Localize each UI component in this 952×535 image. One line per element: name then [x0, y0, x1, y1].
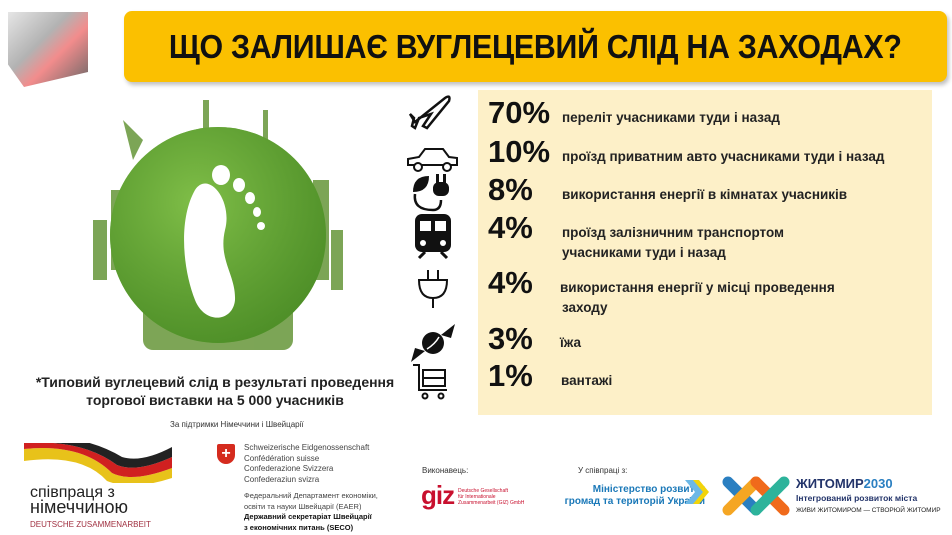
leaf-plug-icon: [413, 174, 449, 212]
swiss-line: Confédération suisse: [244, 453, 320, 463]
swiss-line: Confederaziun svizra: [244, 474, 320, 484]
chevron-logo-icon: [685, 480, 709, 504]
car-icon: [407, 148, 458, 172]
label-room-energy: використання енергії в кімнатах учасникі…: [562, 187, 848, 202]
page-title: ЩО ЗАЛИШАЄ ВУГЛЕЦЕВИЙ СЛІД НА ЗАХОДАХ?: [169, 27, 902, 65]
germany-line1: співпраця з: [30, 484, 115, 501]
swiss-seco: Державний секретаріат Швейцарії: [244, 512, 372, 521]
swiss-line: Schweizerische Eidgenossenschaft: [244, 443, 370, 452]
percent-venue-energy: 4%: [488, 265, 533, 300]
label-venue-energy: використання енергії у місці проведення з…: [560, 278, 835, 318]
title-banner: ЩО ЗАЛИШАЄ ВУГЛЕЦЕВИЙ СЛІД НА ЗАХОДАХ?: [124, 11, 947, 82]
giz-line: für Internationale: [458, 494, 496, 500]
label-venue-energy-line1: використання енергії у місці проведення: [560, 280, 835, 295]
germany-ukraine-ribbon-logo: [24, 443, 172, 483]
caption: *Типовий вуглецевий слід в результаті пр…: [20, 373, 410, 409]
ministry-logo: Міністерство розвитку громад та територій…: [555, 484, 705, 508]
germany-cooperation-logo: співпраця з німеччиною DEUTSCHE ZUSAMMEN…: [30, 485, 151, 532]
zhytomyr-subtitle: Інтегрований розвиток міста: [796, 493, 918, 503]
label-food: їжа: [560, 335, 582, 350]
label-train: проїзд залізничним транспортом учасниками…: [562, 223, 784, 263]
zhytomyr-slogan: ЖИВИ ЖИТОМИРОМ — СТВОРЮЙ ЖИТОМИР: [796, 507, 941, 514]
swiss-dept: освіти та науки Швейцарії (EAER): [244, 501, 362, 511]
zhytomyr-year: 2030: [863, 476, 893, 491]
ministry-line1: Міністерство розвитку: [592, 484, 705, 495]
footprint-globe-illustration: [93, 100, 343, 350]
cooperation-label: У співпраці з:: [578, 466, 628, 475]
percent-food: 3%: [488, 321, 533, 356]
percent-train: 4%: [488, 210, 533, 245]
airplane-icon: [408, 95, 451, 130]
swiss-cross-icon: +: [217, 444, 235, 464]
stats-panel: [478, 90, 932, 415]
candy-icon: [411, 324, 455, 362]
train-icon: [415, 214, 451, 260]
executor-label: Виконавець:: [422, 466, 469, 475]
caption-line2: торгової виставки на 5 000 учасників: [86, 392, 344, 408]
label-flights: переліт учасниками туди і назад: [562, 110, 780, 125]
decorative-shape: [8, 12, 88, 87]
cart-icon: [413, 364, 447, 400]
label-car: проїзд приватним авто учасниками туди і …: [562, 149, 885, 164]
label-freight: вантажі: [561, 373, 613, 388]
giz-logo: giz: [421, 480, 455, 510]
percent-room-energy: 8%: [488, 172, 533, 207]
germany-line3: DEUTSCHE ZUSAMMENARBEIT: [30, 520, 151, 529]
label-train-line2: учасниками туди і назад: [562, 245, 726, 260]
label-venue-energy-line2: заходу: [562, 300, 608, 315]
percent-freight: 1%: [488, 358, 533, 393]
swiss-dept: Федеральний Департамент економіки,: [244, 491, 378, 500]
percent-flights: 70%: [488, 95, 551, 130]
zhytomyr-title: ЖИТОМИР: [796, 476, 864, 491]
giz-line: Zusammenarbeit (GIZ) GmbH: [458, 500, 525, 506]
percent-car: 10%: [488, 134, 551, 169]
swiss-confederation-text: Schweizerische Eidgenossenschaft Confédé…: [244, 443, 378, 533]
ministry-line2: громад та територій України: [564, 496, 705, 507]
germany-line2: німеччиною: [30, 497, 128, 517]
zhytomyr-logo-icon: [722, 476, 790, 516]
support-text: За підтримки Німеччини і Швейцарії: [170, 420, 304, 429]
giz-line: Deutsche Gesellschaft: [458, 488, 509, 494]
giz-text: Deutsche Gesellschaft für Internationale Z…: [458, 488, 524, 506]
plug-icon: [417, 270, 449, 308]
swiss-seco: з економічних питань (SECO): [244, 522, 354, 532]
caption-line1: *Типовий вуглецевий слід в результаті пр…: [35, 374, 395, 390]
label-train-line1: проїзд залізничним транспортом: [562, 225, 785, 240]
footprint-icon: [184, 165, 265, 318]
zhytomyr-logo-text: ЖИТОМИР2030 Інтегрований розвиток міста …: [796, 476, 941, 514]
swiss-line: Confederazione Svizzera: [244, 464, 334, 473]
